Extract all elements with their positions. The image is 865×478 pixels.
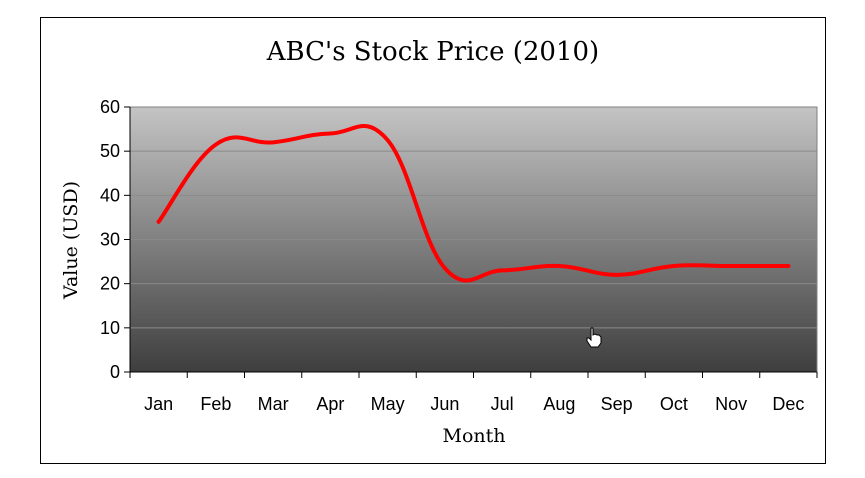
y-tick-label: 60 <box>100 97 120 117</box>
gridlines <box>130 150 817 329</box>
y-axis: 0 10 20 30 40 50 60 <box>100 97 131 382</box>
x-tick-label: Feb <box>200 394 231 414</box>
y-tick-label: 10 <box>100 318 120 338</box>
y-axis-label: Value (USD) <box>60 181 82 300</box>
x-tick-label: Sep <box>601 394 633 414</box>
y-tick-label: 40 <box>100 185 120 205</box>
x-tick-label: Oct <box>660 394 688 414</box>
x-tick-label: Mar <box>258 394 289 414</box>
x-tick-label: Dec <box>772 394 804 414</box>
x-tick-label: Nov <box>715 394 747 414</box>
x-tick-label: May <box>371 394 405 414</box>
chart-title: ABC's Stock Price (2010) <box>266 37 599 67</box>
series-line <box>156 124 791 283</box>
x-tick-label: Apr <box>316 394 344 414</box>
x-tick-label: Jun <box>430 394 459 414</box>
y-tick-label: 30 <box>100 230 120 250</box>
hand-pointer-icon <box>586 327 602 348</box>
x-axis-label: Month <box>442 425 505 447</box>
y-tick-label: 20 <box>100 274 120 294</box>
y-tick-label: 50 <box>100 141 120 161</box>
y-tick-label: 0 <box>110 362 120 382</box>
x-tick-label: Jan <box>144 394 173 414</box>
x-tick-label: Aug <box>543 394 575 414</box>
x-tick-label: Jul <box>491 394 514 414</box>
x-axis: Jan Feb Mar Apr May Jun Jul Aug Sep Oct Nov Dec <box>129 371 818 414</box>
